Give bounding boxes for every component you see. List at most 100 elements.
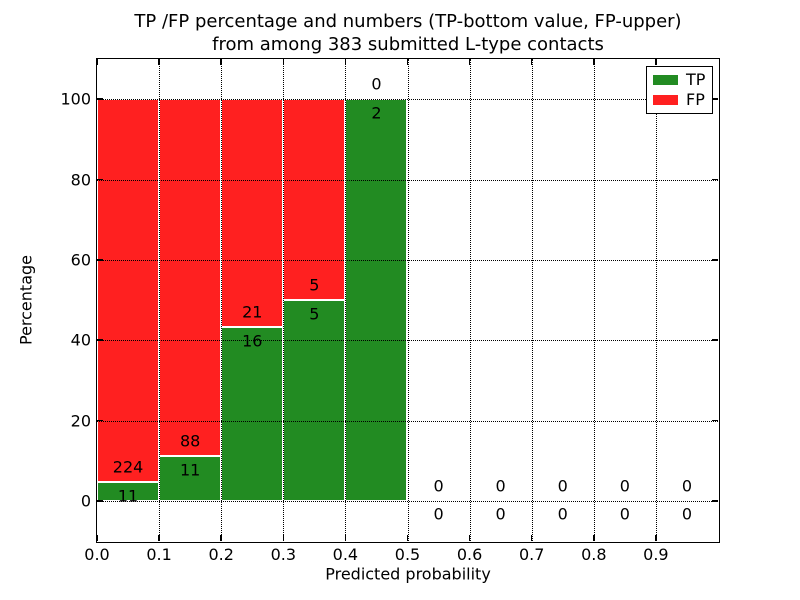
tp-count-label: 5 [309, 304, 320, 324]
xtick-label: 0.8 [581, 545, 607, 564]
gridline-x [469, 59, 471, 541]
tick-x-bottom [530, 535, 533, 541]
tick-y-right [712, 419, 718, 422]
tick-x-top [593, 59, 595, 65]
tp-count-label: 16 [242, 331, 263, 351]
bar-tp-segment [97, 482, 160, 501]
tick-y-left [97, 419, 103, 422]
tick-y-right [712, 178, 718, 181]
fp-count-label: 5 [309, 275, 320, 295]
fp-count-label: 88 [179, 431, 201, 451]
bar-tp-segment [221, 327, 284, 501]
tick-x-bottom [655, 535, 657, 541]
plot-area: 224 11 88 11 21 16 5 5 0 2 0 0 0 0 0 0 0 0 0 0 [96, 59, 718, 541]
tick-x-top [282, 59, 285, 65]
tick-y-left [97, 178, 103, 181]
bar-tp-segment [159, 456, 222, 501]
tp-count-label: 11 [179, 460, 201, 480]
fp-count-label: 0 [619, 476, 630, 496]
tick-x-top [158, 59, 160, 65]
fp-count-label: 0 [681, 476, 693, 496]
gridline-y [97, 500, 718, 502]
gridline-x [345, 59, 347, 541]
y-axis-label: Percentage [16, 254, 36, 346]
gridline-x [407, 59, 409, 541]
legend-item-fp: FP [653, 92, 712, 108]
gridline-y [97, 259, 718, 261]
bar-fp-segment [159, 99, 222, 457]
tick-x-top [406, 59, 409, 65]
fp-count-label: 0 [557, 476, 568, 496]
xtick-label: 0.3 [270, 545, 297, 564]
gridline-y [97, 340, 718, 342]
fp-count-label: 21 [242, 302, 263, 322]
tick-y-left [97, 500, 103, 502]
tick-x-top [344, 59, 347, 65]
tp-count-label: 0 [681, 504, 693, 524]
tp-count-label: 0 [495, 504, 506, 524]
gridline-x [283, 59, 285, 541]
tick-x-bottom [468, 535, 471, 541]
fp-count-label: 0 [495, 476, 506, 496]
tick-y-right [712, 500, 718, 502]
tick-x-bottom [96, 535, 98, 541]
tick-x-top [655, 59, 657, 65]
ytick-label: 0 [80, 491, 91, 511]
tick-x-bottom [282, 535, 285, 541]
tick-y-right [712, 259, 718, 261]
bar-tp-segment [345, 99, 408, 501]
tick-x-bottom [593, 535, 595, 541]
gridline-y [97, 99, 718, 101]
tp-count-label: 11 [117, 486, 139, 506]
xtick-label: 0.1 [146, 545, 172, 564]
xtick-label: 0.5 [394, 545, 421, 564]
legend: TP FP [646, 66, 713, 114]
chart-title-line1: TP /FP percentage and numbers (TP-bottom… [134, 11, 682, 32]
tick-y-right [712, 339, 718, 341]
bar-fp-segment [221, 99, 284, 328]
fp-count-label: 0 [433, 476, 444, 496]
bar-fp-segment [283, 99, 346, 300]
tick-x-bottom [344, 535, 347, 541]
tp-count-label: 2 [371, 103, 382, 123]
gridline-x [159, 59, 161, 541]
xtick-label: 0.0 [84, 545, 110, 564]
bar-tp-segment [283, 300, 346, 501]
xtick-label: 0.6 [456, 545, 483, 564]
xtick-label: 0.9 [643, 545, 669, 564]
bar-fp-segment [97, 99, 160, 483]
tick-x-bottom [158, 535, 160, 541]
gridline-x [655, 59, 657, 541]
gridline-y [97, 179, 718, 181]
xtick-label: 0.4 [332, 545, 359, 564]
legend-item-tp: TP [653, 69, 712, 89]
fp-count-label: 0 [371, 74, 382, 94]
fp-color-swatch [653, 95, 678, 106]
tick-y-left [97, 259, 103, 261]
ytick-label: 60 [70, 250, 91, 270]
legend-label-tp: TP [686, 69, 706, 89]
ytick-label: 40 [70, 330, 91, 350]
tick-x-bottom [406, 535, 409, 541]
gridline-x [221, 59, 223, 541]
chart-title: TP /FP percentage and numbers (TP-bottom… [134, 10, 681, 56]
tick-y-left [97, 339, 103, 341]
x-axis-label: Predicted probability [325, 564, 491, 584]
ytick-label: 80 [70, 170, 91, 189]
gridline-y [97, 420, 718, 422]
xtick-label: 0.2 [208, 545, 234, 564]
tick-y-left [97, 98, 103, 100]
tp-count-label: 0 [619, 504, 630, 524]
chart-title-line2: from among 383 submitted L-type contacts [212, 34, 604, 55]
fp-count-label: 224 [112, 457, 144, 477]
tick-x-top [530, 59, 533, 65]
tp-count-label: 0 [433, 504, 444, 524]
tick-x-top [468, 59, 471, 65]
tick-x-bottom [220, 535, 222, 541]
tp-color-swatch [653, 74, 678, 85]
gridline-x [593, 59, 595, 541]
gridline-x [531, 59, 533, 541]
legend-label-fp: FP [686, 90, 705, 110]
tp-count-label: 0 [557, 504, 568, 524]
